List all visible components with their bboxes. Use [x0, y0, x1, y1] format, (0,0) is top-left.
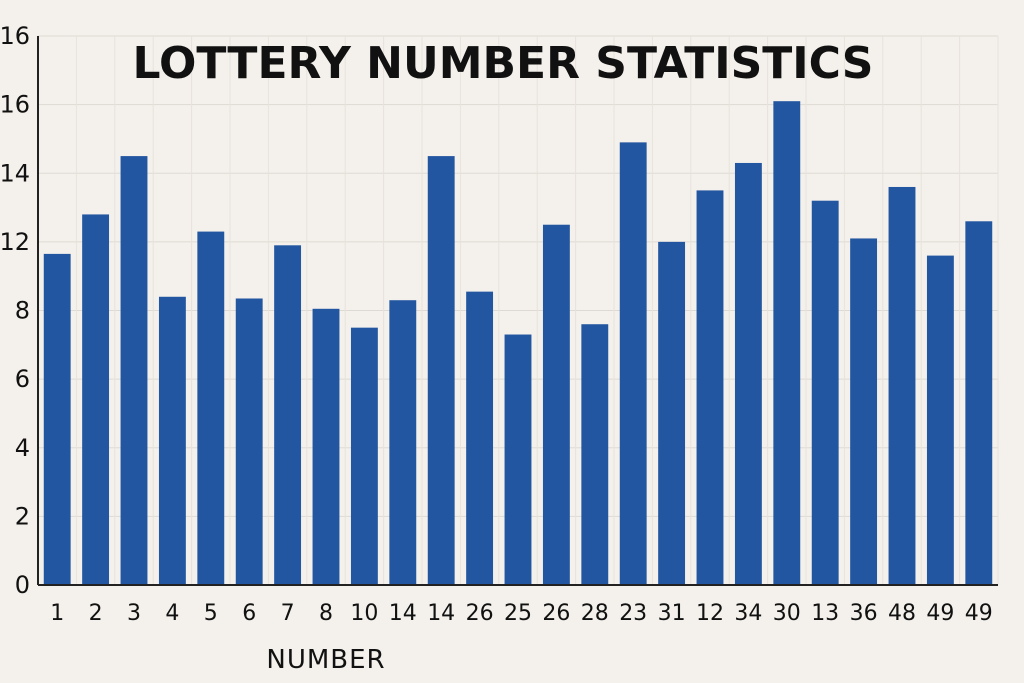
x-tick-label: 23	[619, 601, 647, 626]
bar-10-8	[350, 327, 378, 585]
bar-13-20	[811, 200, 839, 585]
x-tick-label: 34	[734, 601, 762, 626]
chart-title: LOTTERY NUMBER STATISTICS	[133, 38, 874, 89]
x-tick-label: 3	[127, 601, 141, 626]
x-tick-label: 1	[50, 601, 64, 626]
y-tick-label: 8	[15, 297, 30, 325]
bar-25-12	[504, 334, 532, 585]
x-tick-label: 25	[504, 601, 532, 626]
bar-34-18	[734, 162, 762, 586]
bar-6-5	[235, 298, 263, 585]
y-tick-labels: 0 2 4 6 8 12 14 16 16	[0, 22, 30, 599]
x-tick-label: 7	[281, 601, 295, 626]
y-tick-label: 0	[15, 571, 30, 599]
x-tick-label: 49	[965, 601, 993, 626]
bar-23-15	[619, 142, 647, 585]
bar-2-1	[82, 214, 110, 586]
x-axis-label: NUMBER	[266, 645, 385, 675]
bars	[43, 101, 993, 586]
bar-26-13	[542, 224, 570, 585]
bar-12-17	[696, 190, 724, 585]
x-tick-label: 26	[542, 601, 570, 626]
x-tick-label: 49	[926, 601, 954, 626]
y-tick-label: 6	[15, 365, 30, 393]
bar-26-11	[466, 291, 494, 585]
x-tick-label: 30	[773, 601, 801, 626]
bar-5-4	[197, 231, 225, 586]
x-tick-label: 6	[242, 601, 256, 626]
y-tick-label: 2	[15, 502, 30, 530]
bar-1-0	[43, 253, 71, 585]
x-tick-label: 26	[466, 601, 494, 626]
bar-7-6	[274, 245, 302, 585]
x-tick-label: 48	[888, 601, 916, 626]
y-tick-label: 16	[0, 91, 30, 119]
bar-28-14	[581, 324, 609, 585]
x-tick-label: 14	[389, 601, 417, 626]
bar-14-9	[389, 300, 417, 585]
bar-48-22	[888, 186, 916, 585]
x-tick-label: 10	[350, 601, 378, 626]
y-tick-label: 14	[0, 159, 30, 187]
x-tick-label: 4	[165, 601, 179, 626]
bar-31-16	[658, 241, 686, 585]
x-tick-label: 14	[427, 601, 455, 626]
x-tick-label: 28	[581, 601, 609, 626]
y-tick-label: 12	[0, 228, 30, 256]
x-tick-label: 36	[850, 601, 878, 626]
bar-3-2	[120, 156, 148, 585]
x-tick-label: 8	[319, 601, 333, 626]
y-tick-label: 16	[0, 22, 30, 50]
bar-4-3	[158, 296, 186, 585]
x-tick-label: 12	[696, 601, 724, 626]
x-tick-label: 13	[811, 601, 839, 626]
y-tick-label: 4	[15, 434, 30, 462]
bar-30-19	[773, 101, 801, 585]
x-tick-label: 2	[89, 601, 103, 626]
bar-49-23	[926, 255, 954, 585]
x-tick-label: 5	[204, 601, 218, 626]
bar-14-10	[427, 156, 455, 585]
x-tick-label: 31	[658, 601, 686, 626]
bar-49-24	[965, 221, 993, 585]
x-tick-labels: 1 2 3 4 5 6 7 8 10 14 14 26 25 26 28 23 31 12 34 30 13 36 48 49…	[50, 601, 993, 626]
bar-8-7	[312, 308, 340, 585]
bar-36-21	[850, 238, 878, 585]
